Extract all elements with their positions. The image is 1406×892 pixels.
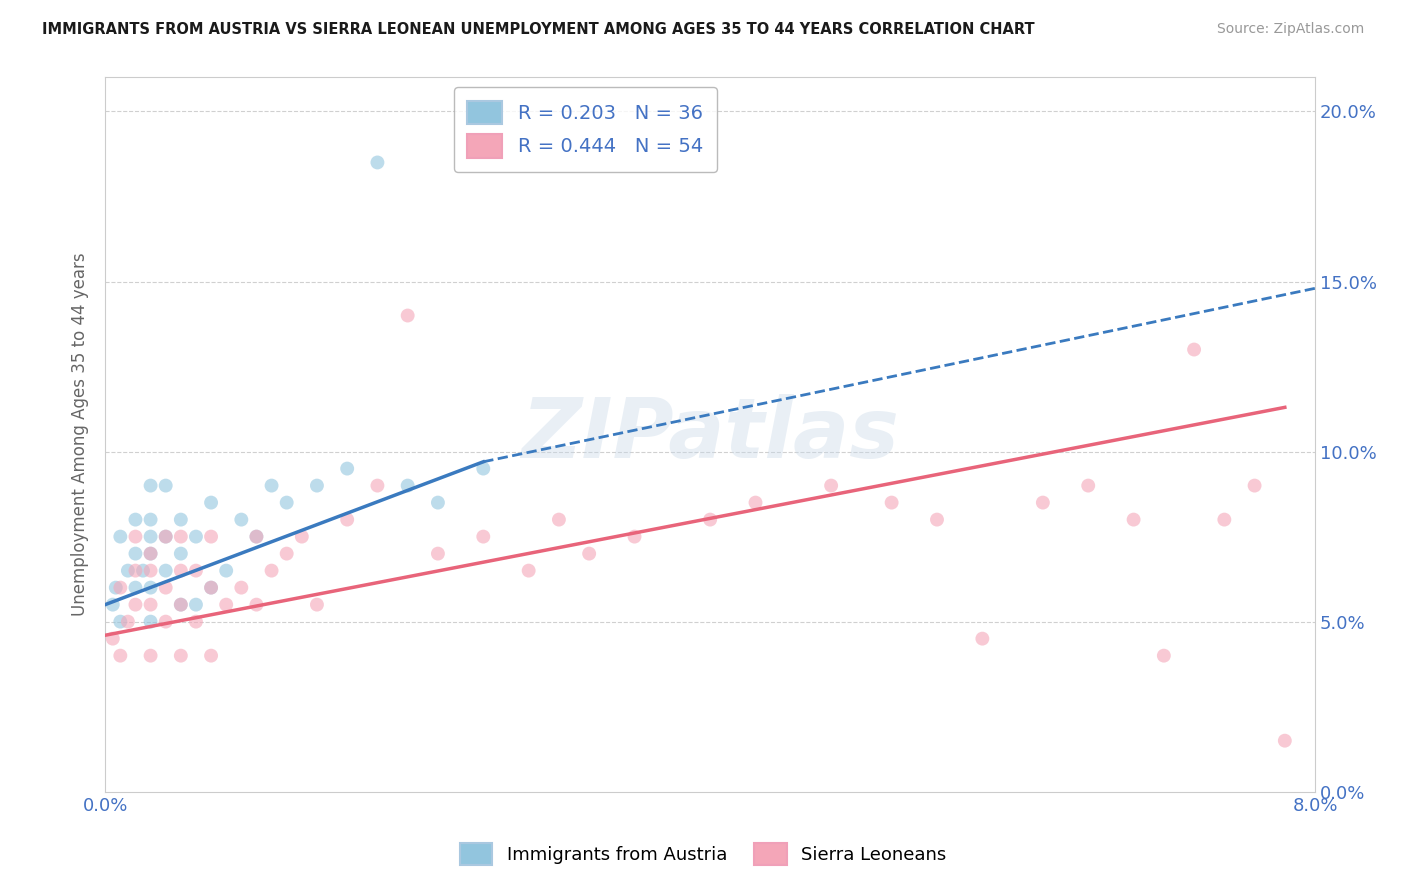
Point: [245, 530, 267, 544]
Point: [124, 581, 146, 595]
Point: [117, 564, 139, 578]
Point: [276, 495, 298, 509]
Point: [699, 513, 721, 527]
Point: [260, 564, 283, 578]
Point: [1213, 513, 1236, 527]
Point: [132, 564, 155, 578]
Point: [139, 648, 162, 663]
Point: [1153, 648, 1175, 663]
Point: [396, 309, 419, 323]
Point: [139, 530, 162, 544]
Point: [245, 598, 267, 612]
Point: [104, 581, 127, 595]
Point: [170, 530, 193, 544]
Point: [744, 495, 766, 509]
Point: [170, 648, 193, 663]
Point: [336, 513, 359, 527]
Point: [124, 547, 146, 561]
Point: [184, 598, 207, 612]
Point: [155, 478, 177, 492]
Legend: R = 0.203   N = 36, R = 0.444   N = 54: R = 0.203 N = 36, R = 0.444 N = 54: [454, 87, 717, 171]
Point: [110, 530, 132, 544]
Text: ZIPatlas: ZIPatlas: [522, 394, 898, 475]
Point: [1032, 495, 1054, 509]
Point: [200, 581, 222, 595]
Point: [305, 598, 328, 612]
Point: [124, 513, 146, 527]
Point: [170, 564, 193, 578]
Point: [972, 632, 994, 646]
Point: [215, 598, 238, 612]
Point: [366, 155, 388, 169]
Point: [139, 581, 162, 595]
Point: [1243, 478, 1265, 492]
Point: [200, 495, 222, 509]
Point: [139, 564, 162, 578]
Point: [170, 598, 193, 612]
Point: [184, 530, 207, 544]
Point: [124, 598, 146, 612]
Point: [578, 547, 600, 561]
Point: [426, 547, 449, 561]
Point: [396, 478, 419, 492]
Point: [1182, 343, 1205, 357]
Point: [472, 461, 495, 475]
Point: [231, 581, 253, 595]
Point: [820, 478, 842, 492]
Point: [880, 495, 903, 509]
Point: [139, 478, 162, 492]
Point: [231, 513, 253, 527]
Point: [170, 547, 193, 561]
Point: [101, 598, 124, 612]
Point: [110, 581, 132, 595]
Point: [426, 495, 449, 509]
Point: [139, 547, 162, 561]
Point: [170, 598, 193, 612]
Point: [110, 648, 132, 663]
Point: [200, 581, 222, 595]
Point: [472, 530, 495, 544]
Point: [155, 530, 177, 544]
Point: [1122, 513, 1144, 527]
Point: [517, 564, 540, 578]
Point: [200, 648, 222, 663]
Point: [184, 564, 207, 578]
Text: Source: ZipAtlas.com: Source: ZipAtlas.com: [1216, 22, 1364, 37]
Y-axis label: Unemployment Among Ages 35 to 44 years: Unemployment Among Ages 35 to 44 years: [72, 252, 89, 616]
Point: [139, 598, 162, 612]
Point: [291, 530, 314, 544]
Point: [155, 530, 177, 544]
Point: [124, 530, 146, 544]
Point: [110, 615, 132, 629]
Point: [260, 478, 283, 492]
Point: [200, 530, 222, 544]
Point: [1274, 733, 1296, 747]
Point: [215, 564, 238, 578]
Point: [184, 615, 207, 629]
Point: [623, 530, 645, 544]
Point: [139, 513, 162, 527]
Point: [305, 478, 328, 492]
Point: [139, 547, 162, 561]
Point: [245, 530, 267, 544]
Legend: Immigrants from Austria, Sierra Leoneans: Immigrants from Austria, Sierra Leoneans: [451, 834, 955, 874]
Point: [139, 615, 162, 629]
Point: [101, 632, 124, 646]
Point: [117, 615, 139, 629]
Point: [170, 513, 193, 527]
Point: [336, 461, 359, 475]
Point: [124, 564, 146, 578]
Point: [155, 564, 177, 578]
Point: [155, 615, 177, 629]
Point: [276, 547, 298, 561]
Point: [925, 513, 948, 527]
Point: [155, 581, 177, 595]
Text: IMMIGRANTS FROM AUSTRIA VS SIERRA LEONEAN UNEMPLOYMENT AMONG AGES 35 TO 44 YEARS: IMMIGRANTS FROM AUSTRIA VS SIERRA LEONEA…: [42, 22, 1035, 37]
Point: [548, 513, 571, 527]
Point: [366, 478, 388, 492]
Point: [1077, 478, 1099, 492]
